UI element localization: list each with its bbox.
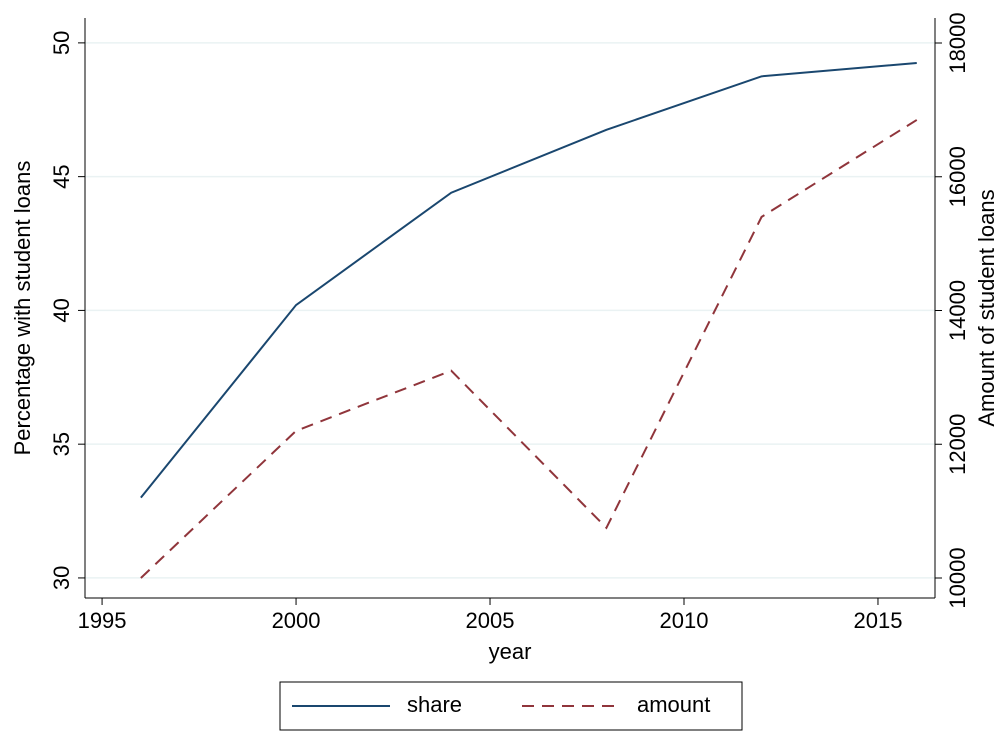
y2-tick-label: 10000 bbox=[945, 547, 970, 608]
x-tick-label: 2015 bbox=[853, 608, 902, 633]
y-tick-label: 45 bbox=[49, 164, 74, 188]
y2-tick-label: 16000 bbox=[945, 146, 970, 207]
y2-tick-label: 14000 bbox=[945, 280, 970, 341]
x-tick-label: 1995 bbox=[78, 608, 127, 633]
x-axis-title: year bbox=[489, 639, 532, 664]
y-tick-label: 30 bbox=[49, 566, 74, 590]
x-tick-label: 2005 bbox=[466, 608, 515, 633]
legend-label: share bbox=[407, 692, 462, 717]
series-line bbox=[140, 119, 918, 579]
y-axis-title: Percentage with student loans bbox=[10, 161, 35, 456]
y2-axis-title: Amount of student loans bbox=[974, 189, 999, 426]
y-tick-label: 35 bbox=[49, 432, 74, 456]
x-tick-label: 2000 bbox=[272, 608, 321, 633]
series-line bbox=[140, 61, 917, 499]
y2-tick-label: 18000 bbox=[945, 12, 970, 73]
y-tick-label: 50 bbox=[49, 31, 74, 55]
y2-tick-label: 12000 bbox=[945, 414, 970, 475]
legend-label: amount bbox=[637, 692, 710, 717]
x-tick-label: 2010 bbox=[660, 608, 709, 633]
y-tick-label: 40 bbox=[49, 298, 74, 322]
